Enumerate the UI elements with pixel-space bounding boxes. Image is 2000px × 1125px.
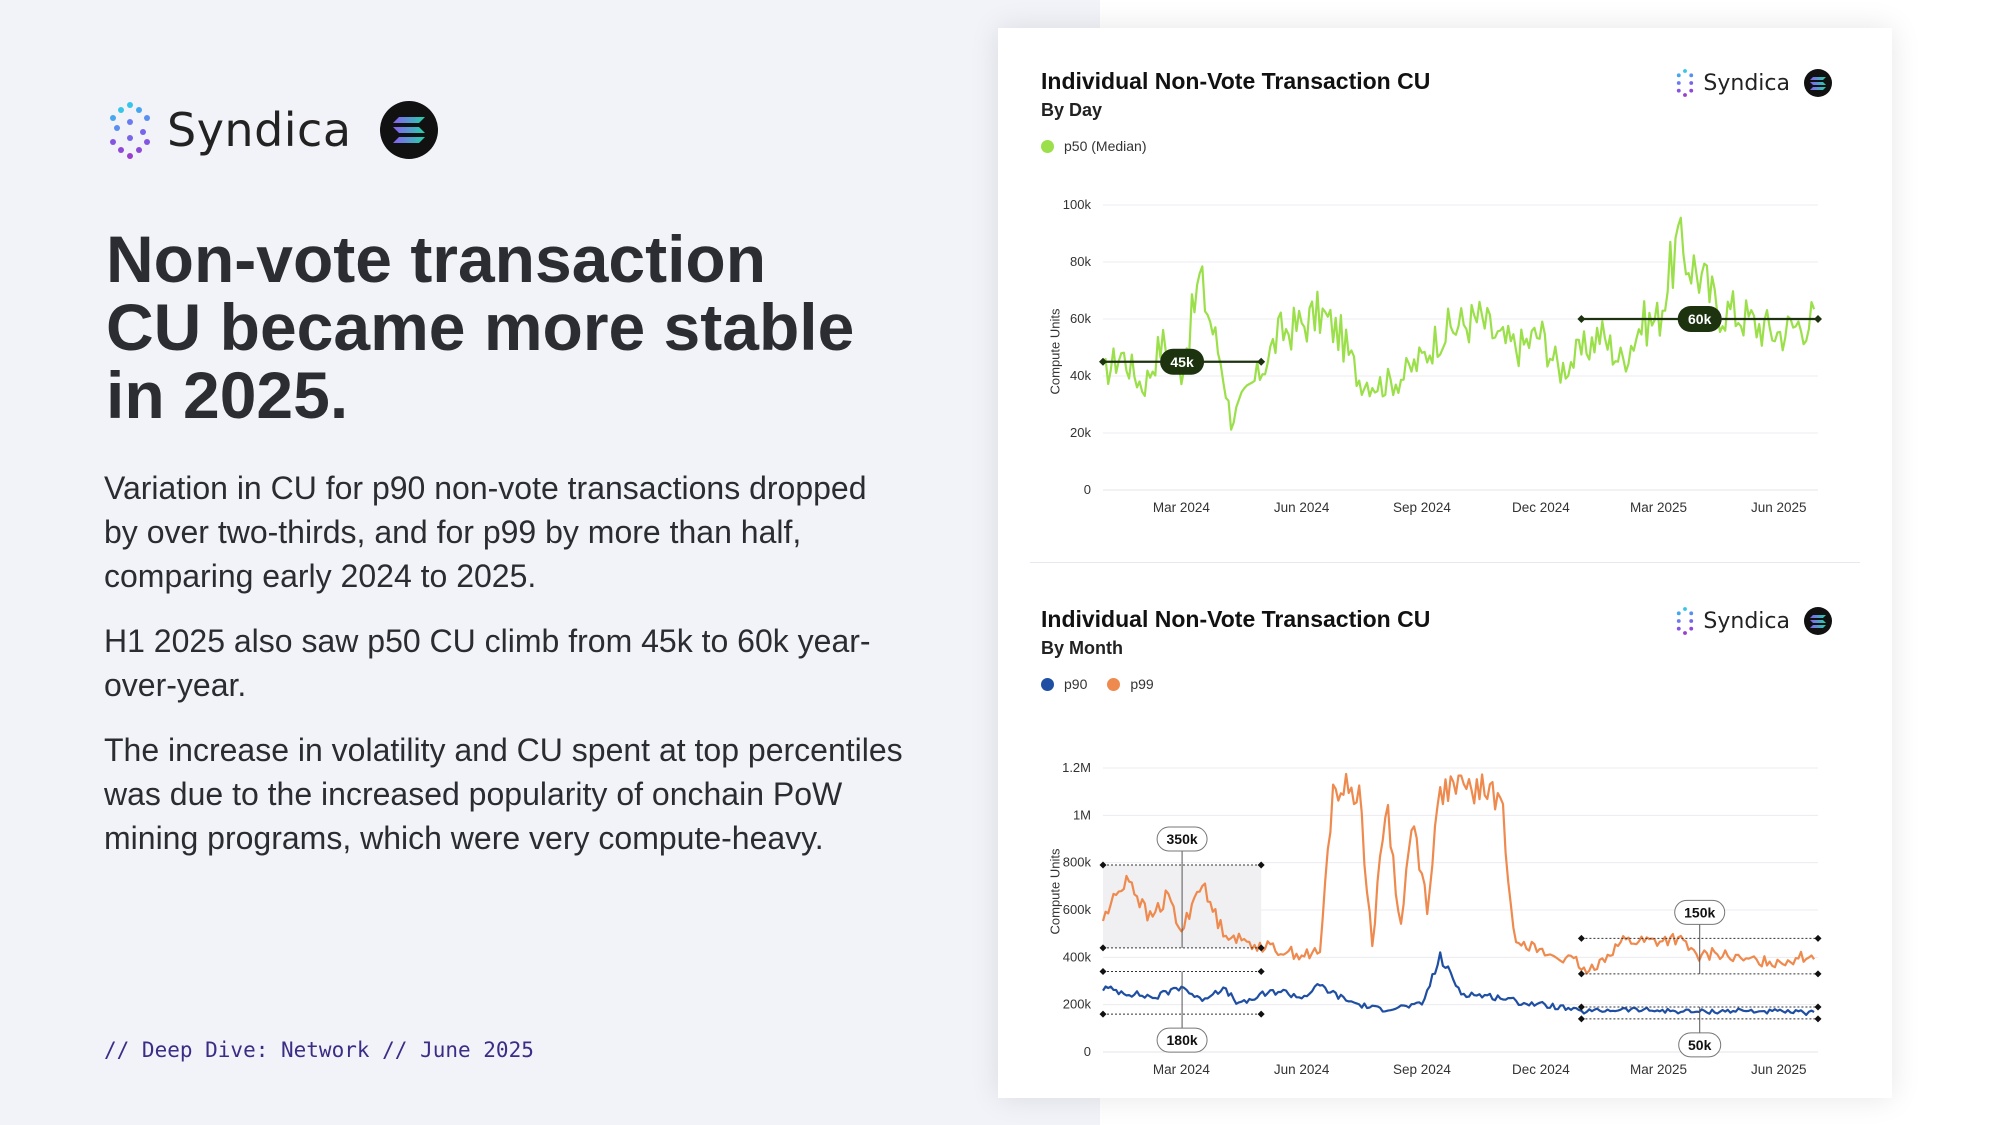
annotation-end [1099,1010,1107,1018]
annotation-end [1099,861,1107,869]
x-tick-label: Mar 2025 [1630,500,1687,515]
annotation-pill [1156,1027,1208,1053]
annotation-end [1099,357,1107,366]
annotation-end [1577,970,1585,978]
annotation-label: 350k [1167,831,1198,847]
series-line-p90 [1102,951,1815,1016]
paragraph-p50: H1 2025 also saw p50 CU climb from 45k t… [104,623,871,703]
x-tick-label: Mar 2024 [1153,1062,1211,1077]
legend-dot-p90 [1041,677,1054,691]
charts-card: Individual Non-Vote Transaction CU By Da… [998,28,1892,1098]
y-tick-label: 60k [1070,311,1091,326]
annotation-end [1814,970,1822,978]
y-tick-label: 80k [1070,254,1091,269]
series-line-p99 [1101,772,1816,975]
syndica-logo-icon [1677,607,1694,635]
chart1-subtitle: By Day [1041,100,1103,120]
annotation-end [1257,861,1265,869]
annotation-end [1577,315,1586,323]
annotation-label: 45k [1170,354,1194,370]
series-line-p50 [1102,216,1816,431]
annotation-end [1814,1015,1822,1023]
chart2-brand-name: Syndica [1703,608,1790,634]
annotation-end [1577,1003,1585,1011]
y-tick-label: 600k [1063,902,1092,917]
annotation-end [1099,968,1107,976]
chart1-legend: p50 (Median) [1041,138,1167,154]
y-tick-label: 100k [1063,197,1092,212]
headline: Non-vote transaction CU became more stab… [106,222,855,432]
legend-item-p50: p50 (Median) [1041,138,1147,154]
chart1-plot: 0 20k 40k 60k 80k 100k Mar 2024 Jun 2024 Sep 202… [1063,197,1822,515]
annotation-end [1257,944,1265,952]
legend-label-p50: p50 (Median) [1064,138,1147,154]
legend-dot-p99 [1107,677,1121,691]
x-tick-label: Jun 2024 [1274,1062,1330,1077]
solana-icon [1804,607,1832,635]
x-tick-label: Dec 2024 [1512,500,1570,515]
solana-icon [1804,69,1832,97]
annotation-end [1257,1010,1265,1018]
y-tick-label: 20k [1070,425,1091,440]
annotation-label: 50k [1688,1037,1712,1053]
x-tick-label: Jun 2024 [1274,500,1330,515]
annotation-end [1577,1015,1585,1023]
left-panel: Syndica Non-vote transaction CU became m… [0,0,1100,1125]
annotation-end [1814,1003,1822,1011]
annotation-pill [1156,826,1208,852]
annotation-end [1577,934,1585,942]
x-tick-label: Mar 2025 [1630,1062,1687,1077]
annotation-pill [1677,306,1722,332]
footer-tag: // Deep Dive: Network // June 2025 [104,1038,534,1062]
y-tick-label: 400k [1063,949,1092,964]
annotation-end [1814,934,1822,942]
x-tick-label: Sep 2024 [1393,1062,1451,1077]
chart2-brand: Syndica [1673,606,1832,636]
chart2-subtitle: By Month [1041,638,1123,658]
annotation-label: 150k [1684,904,1715,920]
annotation-pill [1678,1032,1722,1058]
x-tick-label: Mar 2024 [1153,500,1211,515]
syndica-logo-icon [110,102,150,159]
annotation-end [1099,944,1107,952]
annotation-end [1257,357,1266,366]
syndica-logo-icon [1677,69,1694,97]
legend-label-p90: p90 [1064,676,1088,692]
chart2-title: Individual Non-Vote Transaction CU [1041,606,1431,632]
annotation-pill [1160,348,1205,375]
y-tick-label: 0 [1084,482,1091,497]
chart2-legend: p90 p99 [1041,676,1174,692]
annotation-end [1257,968,1265,976]
y-tick-label: 40k [1070,368,1091,383]
legend-item-p99: p99 [1107,676,1154,692]
y-tick-label: 200k [1063,997,1092,1012]
legend-item-p90: p90 [1041,676,1087,692]
y-tick-label: 1M [1073,807,1091,822]
x-tick-label: Jun 2025 [1751,500,1807,515]
x-tick-label: Dec 2024 [1512,1062,1570,1077]
chart2-plot: 0 200k 400k 600k 800k 1M 1.2M Mar 2024 Jun 2024 S… [1062,760,1822,1077]
chart1-brand: Syndica [1673,68,1832,98]
annotation-label: 60k [1688,311,1712,327]
annotation-end [1814,315,1822,323]
x-tick-label: Jun 2025 [1751,1062,1807,1077]
annotation-pill [1674,899,1726,925]
y-tick-label: 1.2M [1062,760,1091,775]
paragraph-variation: Variation in CU for p90 non-vote transac… [104,470,867,594]
card-divider [1030,562,1860,563]
paragraph-pow: The increase in volatility and CU spent … [104,732,903,856]
legend-dot-p50 [1041,139,1054,153]
y-tick-label: 0 [1084,1044,1091,1059]
x-tick-label: Sep 2024 [1393,500,1451,515]
chart1-brand-name: Syndica [1703,70,1790,96]
solana-icon [379,101,438,159]
legend-label-p99: p99 [1130,676,1154,692]
annotation-label: 180k [1167,1032,1198,1048]
y-tick-label: 800k [1063,855,1092,870]
brand-logo: Syndica [105,100,438,160]
chart1-title: Individual Non-Vote Transaction CU [1041,68,1431,94]
brand-name: Syndica [167,103,352,157]
